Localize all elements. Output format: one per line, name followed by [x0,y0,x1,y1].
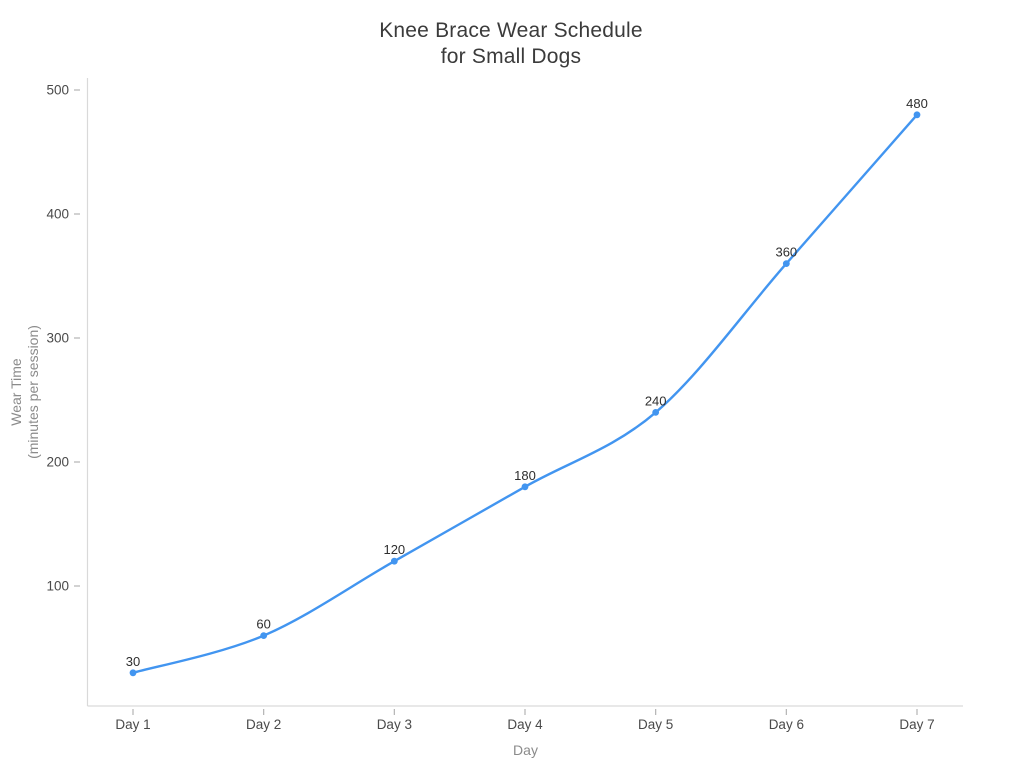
data-point-marker [913,111,921,119]
data-point-marker [521,483,529,491]
x-tick-label: Day 5 [638,717,673,732]
x-tick-label: Day 4 [507,717,543,732]
series-line [131,113,919,674]
x-tick-label: Day 1 [115,717,150,732]
data-point-marker [129,669,137,677]
data-point-label: 240 [645,393,667,408]
data-point-marker [390,557,398,565]
chart-title-line1: Knee Brace Wear Schedule [379,19,643,42]
x-tick-label: Day 6 [769,717,804,732]
chart-title: Knee Brace Wear Schedule for Small Dogs [0,18,1022,70]
y-axis-title: Wear Time (minutes per session) [8,325,42,459]
data-point-marker [260,632,268,639]
y-tick-label: 500 [46,83,69,98]
data-point-marker [782,260,790,267]
data-point-label: 120 [383,542,405,557]
x-tick-label: Day 3 [377,717,412,732]
data-point-label: 180 [514,468,536,483]
data-point-label: 30 [126,654,140,669]
y-tick-label: 200 [46,455,69,470]
x-tick-label: Day 7 [899,717,934,732]
y-tick-label: 300 [46,331,69,346]
y-tick-label: 100 [46,579,69,594]
data-point-marker [652,409,660,416]
data-point-label: 60 [256,617,270,632]
data-point-label: 480 [906,96,928,111]
y-axis-title-line1: Wear Time [8,358,24,426]
data-point-label: 360 [775,245,797,260]
y-tick-label: 400 [46,207,69,222]
x-axis-title: Day [513,742,538,758]
chart-title-line2: for Small Dogs [440,45,582,68]
x-tick-label: Day 2 [246,717,281,732]
y-axis-title-line2: (minutes per session) [25,325,41,459]
